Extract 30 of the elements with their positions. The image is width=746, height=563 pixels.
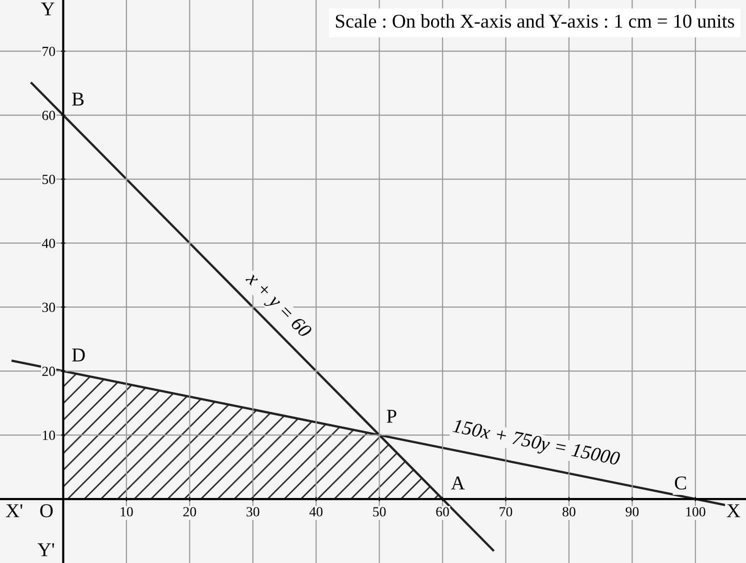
x-tick-label: 100 [686, 507, 706, 516]
x-tick-label: 40 [309, 507, 323, 516]
annotation: D [72, 348, 85, 362]
x-tick-label: 70 [500, 507, 512, 516]
annotation: P [386, 410, 396, 423]
annotation: Y' [38, 543, 54, 556]
y-tick-label: 50 [42, 174, 56, 184]
y-tick-label: 10 [42, 430, 56, 440]
y-tick-label: 20 [42, 366, 56, 376]
y-tick-label: 60 [42, 110, 56, 120]
annotation: B [72, 92, 84, 106]
x-tick-label: 80 [562, 507, 576, 516]
x-tick-label: 20 [183, 507, 196, 516]
y-tick-label: 70 [42, 46, 56, 56]
y-tick-label: 40 [42, 238, 56, 248]
annotation: A [451, 476, 465, 490]
annotation: X [726, 504, 740, 518]
annotation: 150x + 750y = 15000 [452, 418, 621, 470]
x-tick-label: 60 [436, 507, 449, 516]
annotation: X' [6, 504, 22, 518]
y-tick-label: 30 [42, 302, 56, 312]
x-tick-label: 30 [246, 507, 260, 516]
annotation: Scale : On both X-axis and Y-axis : 1 cm = 10 units [336, 14, 734, 28]
x-tick-label: 90 [626, 507, 639, 516]
annotation: C [674, 476, 686, 490]
annotation: Y [41, 2, 54, 16]
x-tick-label: 50 [373, 507, 386, 516]
x-tick-label: 10 [120, 507, 133, 516]
annotation: O [40, 504, 53, 518]
annotation: x + y = 60 [242, 270, 313, 342]
